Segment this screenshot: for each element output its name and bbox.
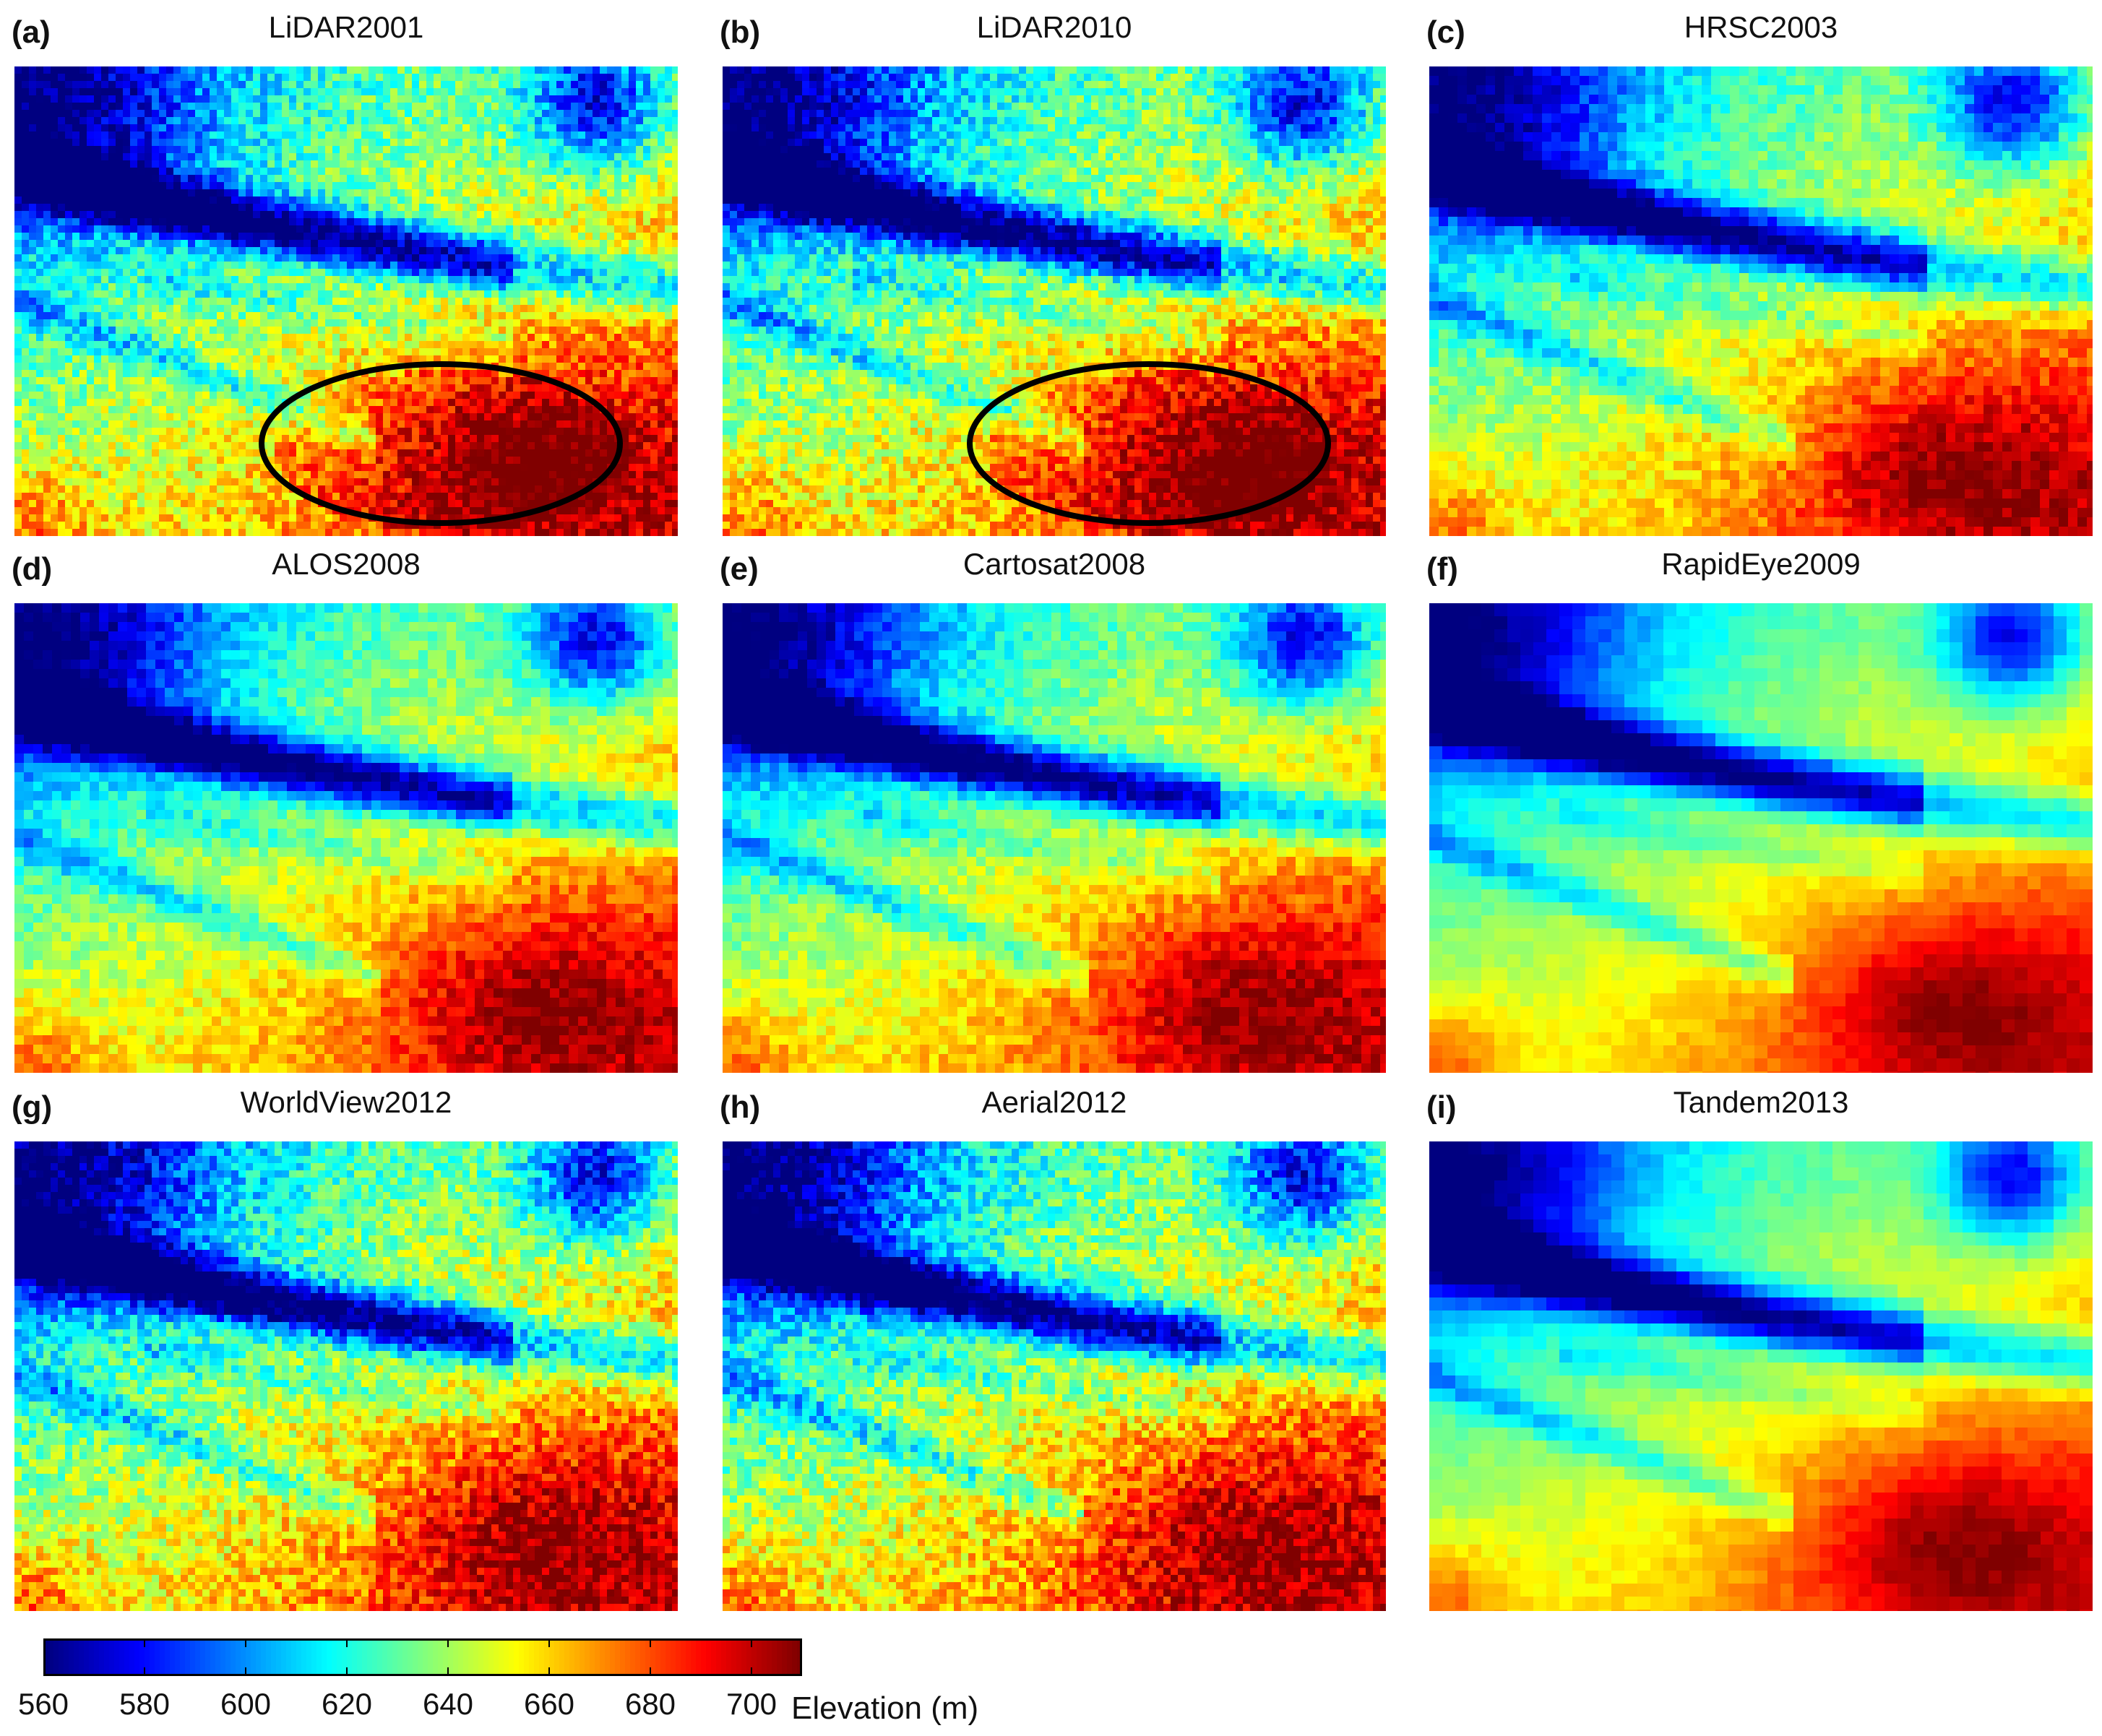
map-panel: (a) LiDAR2001 <box>12 10 678 590</box>
map-panel: (h) Aerial2012 <box>720 1085 1386 1665</box>
highlight-ellipse <box>259 361 623 526</box>
panel-title: ALOS2008 <box>14 547 678 582</box>
elevation-map <box>1429 66 2093 536</box>
colorbar-tick-label: 640 <box>423 1687 473 1722</box>
colorbar-tick-label: 620 <box>322 1687 372 1722</box>
panel-title: LiDAR2010 <box>723 10 1386 45</box>
panel-label: (g) <box>12 1089 52 1126</box>
map-panel: (i) Tandem2013 <box>1426 1085 2093 1665</box>
panel-label: (h) <box>720 1089 760 1126</box>
map-panel: (b) LiDAR2010 <box>720 10 1386 590</box>
panel-label: (e) <box>720 551 759 587</box>
colorbar-tick-label: 560 <box>18 1687 69 1722</box>
elevation-map <box>723 603 1386 1073</box>
panel-label: (f) <box>1426 551 1458 587</box>
colorbar-tick-label: 700 <box>726 1687 777 1722</box>
elevation-map <box>14 1141 678 1611</box>
colorbar-title: Elevation (m) <box>791 1690 978 1727</box>
elevation-map <box>1429 1141 2093 1611</box>
panel-title: Aerial2012 <box>723 1085 1386 1120</box>
panel-label: (b) <box>720 14 760 51</box>
elevation-map <box>723 1141 1386 1611</box>
panel-title: Cartosat2008 <box>723 547 1386 582</box>
panel-title: Tandem2013 <box>1429 1085 2093 1120</box>
colorbar-tick-label: 600 <box>220 1687 271 1722</box>
highlight-ellipse <box>967 361 1331 526</box>
colorbar <box>43 1638 802 1676</box>
colorbar-tick-label: 580 <box>119 1687 170 1722</box>
panel-label: (d) <box>12 551 52 587</box>
panel-label: (c) <box>1426 14 1465 51</box>
map-panel: (e) Cartosat2008 <box>720 547 1386 1127</box>
colorbar-tick-label: 660 <box>524 1687 574 1722</box>
panel-title: WorldView2012 <box>14 1085 678 1120</box>
panel-label: (i) <box>1426 1089 1457 1126</box>
elevation-map <box>14 66 678 536</box>
panel-title: RapidEye2009 <box>1429 547 2093 582</box>
panel-label: (a) <box>12 14 51 51</box>
map-panel: (c) HRSC2003 <box>1426 10 2093 590</box>
panel-title: LiDAR2001 <box>14 10 678 45</box>
map-panel: (f) RapidEye2009 <box>1426 547 2093 1127</box>
map-panel: (d) ALOS2008 <box>12 547 678 1127</box>
panel-title: HRSC2003 <box>1429 10 2093 45</box>
elevation-map <box>14 603 678 1073</box>
map-panel: (g) WorldView2012 <box>12 1085 678 1665</box>
elevation-map <box>1429 603 2093 1073</box>
colorbar-tick-label: 680 <box>625 1687 676 1722</box>
elevation-map <box>723 66 1386 536</box>
